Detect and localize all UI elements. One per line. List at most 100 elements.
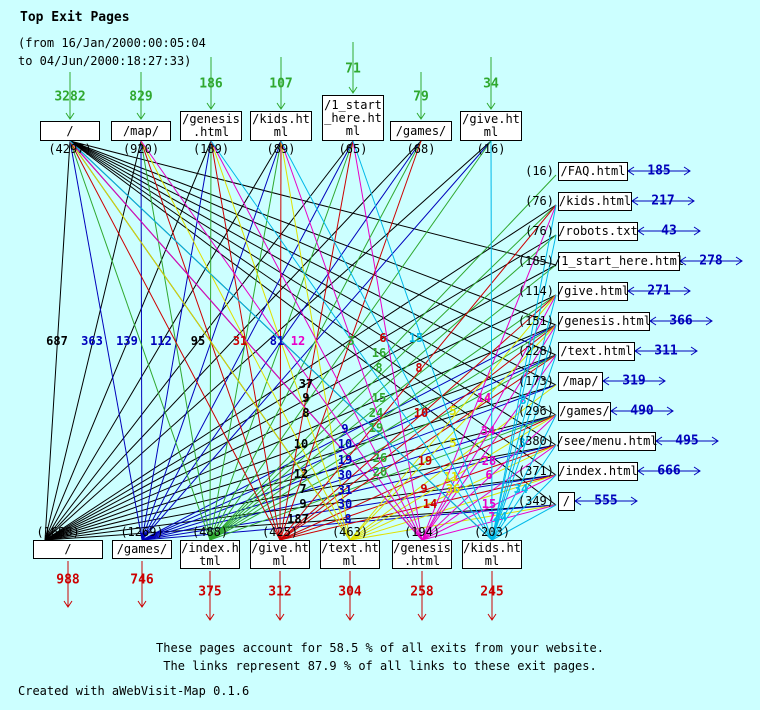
entry-count: 107 xyxy=(269,76,293,92)
right-node-box: /see/menu.html xyxy=(556,432,658,451)
link-arrowhead-right-icon xyxy=(705,316,713,326)
line-count-label: 10 xyxy=(413,406,429,420)
link-line-black xyxy=(44,140,212,541)
link-line-blue xyxy=(141,474,557,541)
right-node-total: (151) xyxy=(517,314,554,328)
exit-count: 258 xyxy=(410,584,434,600)
top-node-total: (68) xyxy=(406,142,436,156)
link-line-magenta xyxy=(421,414,557,541)
bottom-node-box: / xyxy=(33,540,103,559)
link-arrowhead-left-icon xyxy=(627,166,635,176)
link-line-blue xyxy=(141,354,557,541)
right-node-box: /games/ xyxy=(558,402,611,421)
link-line-green xyxy=(209,294,557,541)
line-count-label: 9 xyxy=(299,497,307,511)
line-count-label: 26 xyxy=(372,451,388,465)
right-node-box: /map/ xyxy=(558,372,603,391)
bottom-node-total: (463) xyxy=(331,525,369,539)
line-count-label: 187 xyxy=(287,512,309,526)
link-line-red xyxy=(279,414,557,541)
entry-count: 34 xyxy=(483,76,499,92)
exit-arrowhead-icon xyxy=(417,613,427,621)
line-count-label: 20 xyxy=(372,465,388,479)
line-count-label: 30 xyxy=(337,497,353,511)
link-line-green xyxy=(209,414,557,541)
right-node-box: /FAQ.html xyxy=(558,162,628,181)
link-line-red xyxy=(279,474,557,541)
link-line-cyan xyxy=(491,504,557,541)
right-node-total: (16) xyxy=(525,164,554,178)
right-node-total: (296) xyxy=(517,404,554,418)
link-line-red xyxy=(279,324,557,541)
link-line-magenta xyxy=(210,140,423,541)
entry-arrowhead-icon xyxy=(136,112,146,120)
date-range-to: to 04/Jun/2000:18:27:33) xyxy=(18,54,192,68)
link-line-cyan xyxy=(210,140,493,541)
link-line-red xyxy=(279,204,557,541)
link-arrowhead-left-icon xyxy=(679,256,687,266)
line-count-label: 9 xyxy=(341,422,349,436)
top-node-box: /kids.ht ml xyxy=(250,111,312,141)
line-count-label: 15 xyxy=(371,391,387,405)
page-title: Top Exit Pages xyxy=(20,10,130,25)
link-line-black xyxy=(44,140,422,541)
link-line-magenta xyxy=(352,140,423,541)
entry-count: 3282 xyxy=(54,89,86,105)
line-count-label: 19 xyxy=(337,453,353,467)
link-line-black xyxy=(44,140,282,541)
link-count: 555 xyxy=(594,493,618,509)
link-line-magenta xyxy=(421,474,557,541)
link-arrowhead-right-icon xyxy=(693,466,701,476)
link-count: 666 xyxy=(657,463,681,479)
link-count: 495 xyxy=(675,433,699,449)
line-count-label: 30 xyxy=(337,468,353,482)
link-arrowhead-right-icon xyxy=(687,196,695,206)
link-count: 319 xyxy=(622,373,646,389)
link-line-cyan xyxy=(491,204,557,541)
link-line-black xyxy=(44,140,492,541)
right-node-box: /kids.html xyxy=(558,192,632,211)
right-node-total: (173) xyxy=(517,374,554,388)
link-line-magenta xyxy=(421,294,557,541)
exit-arrowhead-icon xyxy=(345,613,355,621)
bottom-node-box: /games/ xyxy=(112,540,172,559)
link-line-green xyxy=(209,204,557,541)
bottom-node-box: /kids.ht ml xyxy=(462,540,522,569)
entry-count: 186 xyxy=(199,76,223,92)
line-count-label: 8 xyxy=(415,361,423,375)
link-line-yellow xyxy=(280,140,351,541)
link-arrowhead-left-icon xyxy=(631,196,639,206)
link-count: 278 xyxy=(699,253,723,269)
link-line-yellow xyxy=(349,444,557,541)
bottom-node-total: (203) xyxy=(473,525,511,539)
link-line-black xyxy=(44,354,557,541)
link-line-black xyxy=(44,140,71,541)
line-count-label: 14 xyxy=(422,497,438,511)
right-node-total: (371) xyxy=(517,464,554,478)
link-line-blue xyxy=(141,444,557,541)
link-count: 43 xyxy=(661,223,677,239)
line-count-label: 31 xyxy=(232,334,248,348)
bottom-node-total: (488) xyxy=(191,525,229,539)
top-node-box: /give.ht ml xyxy=(460,111,522,141)
link-line-cyan xyxy=(491,324,557,541)
line-count-label: 15 xyxy=(481,497,497,511)
link-line-black xyxy=(44,384,557,541)
line-count-label: 3 xyxy=(518,436,526,450)
link-line-cyan xyxy=(491,354,557,541)
link-count: 217 xyxy=(651,193,675,209)
link-arrowhead-right-icon xyxy=(683,286,691,296)
link-line-cyan xyxy=(490,140,493,541)
link-line-magenta xyxy=(421,354,557,541)
entry-count: 829 xyxy=(129,89,153,105)
link-line-black xyxy=(44,294,557,541)
right-node-total: (185) xyxy=(517,254,554,268)
bottom-node-box: /index.h tml xyxy=(180,540,240,569)
line-count-label: 36 xyxy=(445,482,461,496)
line-count-label: 3 xyxy=(347,334,355,348)
link-arrowhead-left-icon xyxy=(655,436,663,446)
summary-links-text: The links represent 87.9 % of all links … xyxy=(163,659,597,673)
right-node-total: (228) xyxy=(517,344,554,358)
line-count-label: 7 xyxy=(299,482,307,496)
